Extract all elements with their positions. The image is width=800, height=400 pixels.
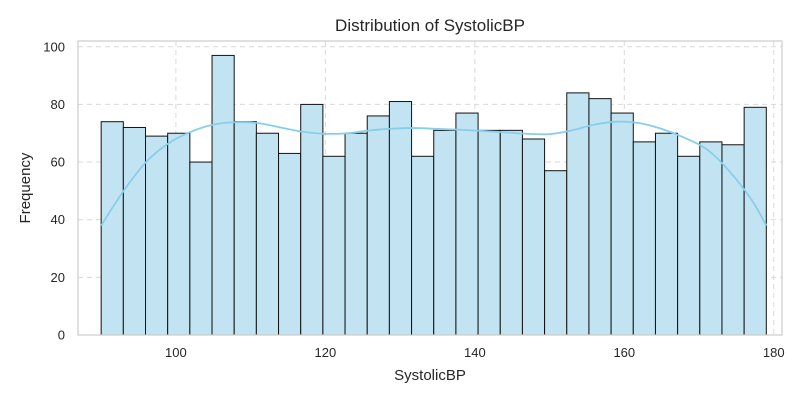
- chart-title: Distribution of SystolicBP: [335, 16, 525, 35]
- histogram-bar: [233, 121, 257, 336]
- histogram-bar: [632, 141, 656, 336]
- histogram-bar: [477, 129, 501, 336]
- histogram-bar: [455, 112, 479, 336]
- histogram-bar: [411, 155, 435, 336]
- x-tick-label: 160: [613, 345, 635, 360]
- histogram-bar: [145, 135, 169, 336]
- y-axis-title: Frequency: [17, 152, 34, 223]
- histogram-bar: [322, 155, 346, 336]
- histogram-bar: [122, 126, 147, 336]
- y-tick-label: 40: [51, 212, 65, 227]
- x-tick-label: 140: [464, 345, 486, 360]
- y-tick-label: 60: [51, 155, 65, 170]
- histogram-bar: [300, 103, 324, 336]
- histogram-bar: [278, 152, 302, 336]
- histogram-bar: [388, 101, 413, 336]
- histogram-bar: [167, 132, 191, 336]
- x-tick-label: 120: [315, 345, 337, 360]
- histogram-bar: [499, 129, 523, 336]
- histogram-bar: [699, 141, 723, 336]
- y-tick-label: 80: [51, 97, 65, 112]
- x-axis-title: SystolicBP: [394, 367, 466, 384]
- bars: [100, 54, 767, 336]
- histogram-bar: [189, 161, 213, 336]
- tick-labels: 100 120 140 160 180 0 20 40 60 80 100: [43, 39, 784, 360]
- plot-frame: [77, 40, 783, 336]
- histogram-bar: [366, 115, 390, 336]
- histogram-bar: [100, 121, 124, 336]
- histogram-bar: [255, 132, 280, 336]
- x-tick-label: 100: [165, 345, 187, 360]
- histogram-bar: [654, 132, 679, 336]
- kde-curve: [100, 120, 768, 226]
- histogram-bar: [544, 170, 568, 336]
- y-tick-label: 20: [51, 270, 65, 285]
- histogram-bar: [433, 129, 457, 336]
- histogram-bar: [721, 144, 745, 336]
- histogram-bar: [610, 112, 634, 336]
- histogram-bar: [521, 138, 546, 336]
- y-tick-label: 100: [43, 39, 65, 54]
- histogram-bar: [588, 98, 612, 336]
- kde-curve-layer: [100, 120, 768, 226]
- histogram-bar: [677, 155, 701, 336]
- x-tick-label: 180: [763, 345, 785, 360]
- histogram-bar: [344, 132, 368, 336]
- histogram-bar: [211, 54, 235, 336]
- y-tick-label: 0: [58, 328, 65, 343]
